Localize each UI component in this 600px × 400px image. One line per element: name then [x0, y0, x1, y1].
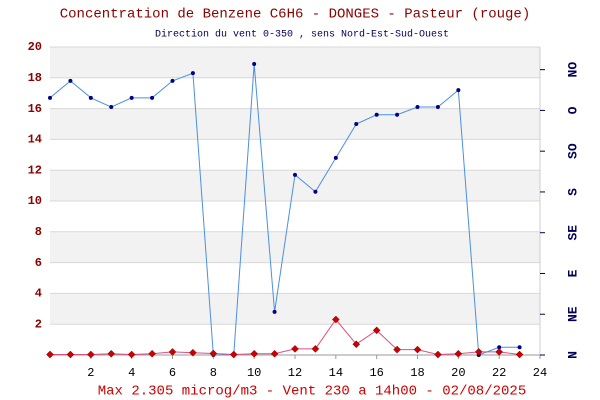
y2-tick-label: E [565, 269, 580, 277]
y2-tick-label: S [565, 188, 580, 196]
data-point [293, 172, 297, 177]
data-point [311, 344, 320, 353]
data-point [374, 112, 379, 117]
data-point [250, 349, 259, 358]
series-line [49, 63, 520, 356]
data-point [270, 349, 279, 358]
y-tick-label: 12 [28, 163, 42, 177]
x-tick-label: 4 [128, 366, 135, 380]
data-point [170, 78, 175, 83]
data-point [474, 348, 483, 356]
data-point [333, 155, 338, 160]
data-point [107, 349, 116, 358]
data-point [497, 345, 502, 350]
y-tick-label: 10 [28, 194, 42, 208]
y-tick-label: 14 [28, 133, 42, 147]
chart-subtitle: Direction du vent 0-350 , sens Nord-Est-… [155, 29, 449, 41]
grid-band [50, 47, 540, 78]
data-point [129, 95, 134, 100]
data-point [68, 78, 73, 83]
data-point [189, 348, 197, 357]
y-tick-label: 4 [35, 287, 42, 301]
data-point [291, 344, 299, 353]
data-point [66, 350, 75, 359]
data-point [229, 350, 238, 359]
x-tick-label: 10 [247, 366, 261, 380]
data-point [209, 349, 218, 358]
x-tick-label: 18 [410, 366, 424, 380]
x-tick-label: 22 [492, 366, 506, 380]
data-point [372, 326, 381, 335]
data-point [435, 105, 440, 110]
x-tick-label: 20 [451, 366, 465, 380]
y2-tick-label: NO [565, 62, 580, 78]
x-tick-label: 24 [533, 366, 547, 380]
data-point [454, 349, 463, 358]
data-point [352, 340, 361, 349]
data-point [415, 105, 420, 110]
y-tick-label: 6 [35, 256, 42, 270]
data-point [515, 350, 524, 359]
data-point [495, 348, 504, 356]
x-tick-label: 6 [169, 366, 176, 380]
data-point [46, 350, 54, 359]
data-point [354, 122, 359, 126]
data-point [252, 61, 257, 66]
data-point [395, 112, 400, 117]
y2-tick-label: O [565, 106, 580, 114]
data-point [127, 350, 136, 359]
data-point [109, 105, 114, 110]
data-point [331, 315, 340, 324]
data-point [88, 95, 93, 100]
data-point [456, 88, 461, 93]
y-tick-label: 2 [35, 317, 42, 331]
x-tick-label: 8 [210, 366, 217, 380]
data-point [517, 345, 522, 350]
data-point [313, 189, 318, 194]
y2-tick-label: NE [565, 306, 580, 322]
y2-tick-label: N [565, 351, 580, 359]
y2-tick-label: SE [565, 225, 580, 241]
x-tick-label: 16 [369, 366, 383, 380]
data-point [190, 71, 195, 76]
y-tick-label: 16 [28, 102, 42, 116]
data-point [434, 350, 442, 359]
data-point [148, 349, 156, 358]
grid-band [50, 108, 540, 140]
grid-band [50, 293, 540, 325]
y-tick-label: 8 [35, 225, 42, 239]
y-tick-label: 18 [28, 71, 42, 85]
chart-title: Concentration de Benzene C6H6 - DONGES -… [60, 7, 530, 23]
grid-band [50, 231, 540, 263]
chart-footer: Max 2.305 microg/m3 - Vent 230 a 14h00 -… [98, 384, 526, 400]
data-point [48, 95, 52, 100]
x-tick-label: 12 [288, 366, 302, 380]
y-tick-label: 20 [28, 40, 42, 54]
data-point [272, 309, 277, 314]
data-point [168, 348, 177, 356]
data-point [393, 345, 401, 354]
series-line [50, 318, 520, 356]
data-point [86, 350, 95, 359]
y2-tick-label: SO [565, 143, 580, 159]
data-point [150, 95, 155, 100]
x-tick-label: 2 [87, 366, 94, 380]
x-tick-label: 14 [329, 366, 343, 380]
data-point [413, 345, 422, 354]
